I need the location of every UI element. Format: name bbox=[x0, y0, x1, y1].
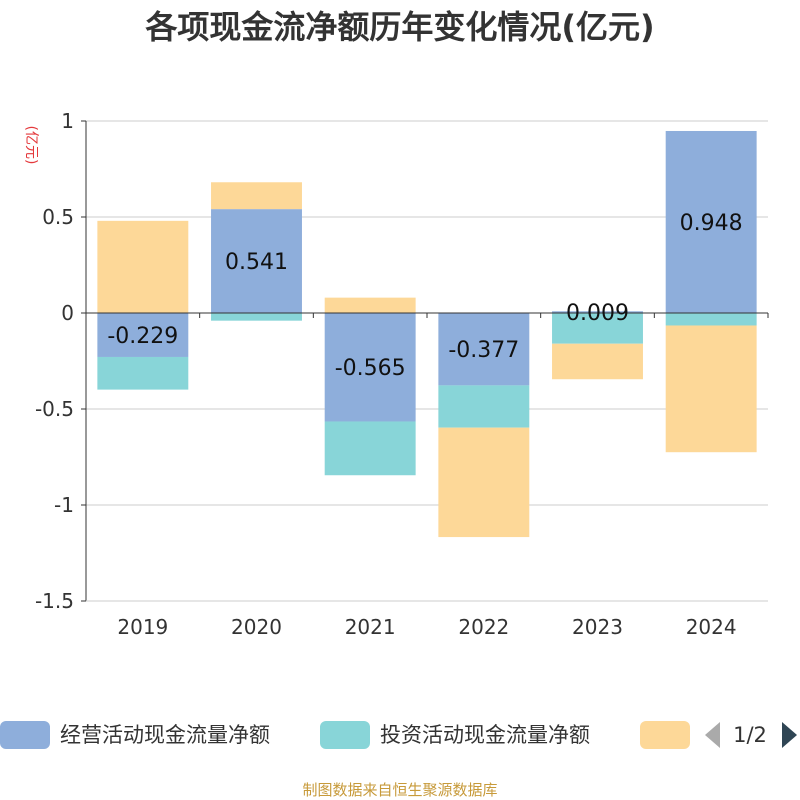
data-label-2019: -0.229 bbox=[107, 324, 178, 349]
bar-2-2019[interactable] bbox=[97, 356, 189, 390]
bar-1-2020[interactable] bbox=[211, 209, 302, 313]
bar-1-2023[interactable] bbox=[552, 311, 643, 313]
x-axis-ticks: 2019 2020 2021 2022 2023 2024 bbox=[117, 615, 736, 639]
legend-swatch-2[interactable] bbox=[320, 721, 370, 749]
legend-label-1[interactable]: 经营活动现金流量净额 bbox=[60, 723, 270, 747]
x-tick-label: 2024 bbox=[686, 615, 737, 639]
x-tick-label: 2021 bbox=[345, 615, 396, 639]
legend-prev-icon[interactable] bbox=[705, 722, 720, 748]
bar-1-2021[interactable] bbox=[324, 313, 416, 422]
bar-1-2019[interactable] bbox=[97, 313, 189, 357]
bar-3-2021[interactable] bbox=[324, 297, 416, 313]
legend-pager: 1/2 bbox=[705, 722, 797, 748]
y-axis-unit-label: (亿元) bbox=[23, 126, 39, 165]
bar-3-2024[interactable] bbox=[665, 325, 757, 453]
y-tick-label: -1.5 bbox=[35, 589, 74, 613]
axes bbox=[81, 120, 769, 602]
y-axis-ticks: 1 0.5 0 -0.5 -1 -1.5 bbox=[35, 109, 74, 613]
data-label-2022: -0.377 bbox=[448, 338, 519, 363]
bars bbox=[97, 130, 757, 538]
y-tick-label: 0.5 bbox=[42, 205, 74, 229]
y-tick-label: 1 bbox=[61, 109, 74, 133]
x-tick-label: 2019 bbox=[117, 615, 168, 639]
bar-1-2024[interactable] bbox=[665, 130, 757, 313]
x-tick-label: 2023 bbox=[572, 615, 623, 639]
legend-next-icon[interactable] bbox=[782, 722, 797, 748]
y-tick-label: -1 bbox=[54, 493, 74, 517]
bar-3-2020[interactable] bbox=[211, 182, 302, 210]
y-tick-label: -0.5 bbox=[35, 397, 74, 421]
bar-3-2022[interactable] bbox=[438, 427, 530, 538]
data-labels: -0.229 0.541 -0.565 -0.377 0.009 0.948 bbox=[107, 211, 742, 381]
x-tick-label: 2020 bbox=[231, 615, 282, 639]
bar-2-2024[interactable] bbox=[665, 313, 757, 326]
data-label-2023: 0.009 bbox=[566, 301, 629, 326]
x-tick-label: 2022 bbox=[458, 615, 509, 639]
legend-swatch-3[interactable] bbox=[640, 721, 690, 749]
data-label-2021: -0.565 bbox=[335, 356, 406, 381]
bar-1-2022[interactable] bbox=[438, 313, 530, 386]
bar-2-2020[interactable] bbox=[211, 313, 302, 321]
bar-2-2023[interactable] bbox=[552, 313, 643, 344]
data-label-2024: 0.948 bbox=[680, 211, 743, 236]
y-tick-label: 0 bbox=[61, 301, 74, 325]
bar-2-2022[interactable] bbox=[438, 385, 530, 428]
legend-page-indicator: 1/2 bbox=[733, 723, 767, 747]
bar-3-2023[interactable] bbox=[552, 343, 643, 380]
legend-swatch-1[interactable] bbox=[0, 721, 50, 749]
legend-label-2[interactable]: 投资活动现金流量净额 bbox=[380, 723, 590, 747]
chart-title: 各项现金流净额历年变化情况(亿元) bbox=[145, 8, 654, 46]
source-note: 制图数据来自恒生聚源数据库 bbox=[302, 781, 497, 799]
bar-2-2021[interactable] bbox=[324, 421, 416, 476]
bar-3-2019[interactable] bbox=[97, 220, 189, 313]
data-label-2020: 0.541 bbox=[225, 250, 288, 275]
legend: 经营活动现金流量净额 投资活动现金流量净额 bbox=[0, 721, 690, 749]
